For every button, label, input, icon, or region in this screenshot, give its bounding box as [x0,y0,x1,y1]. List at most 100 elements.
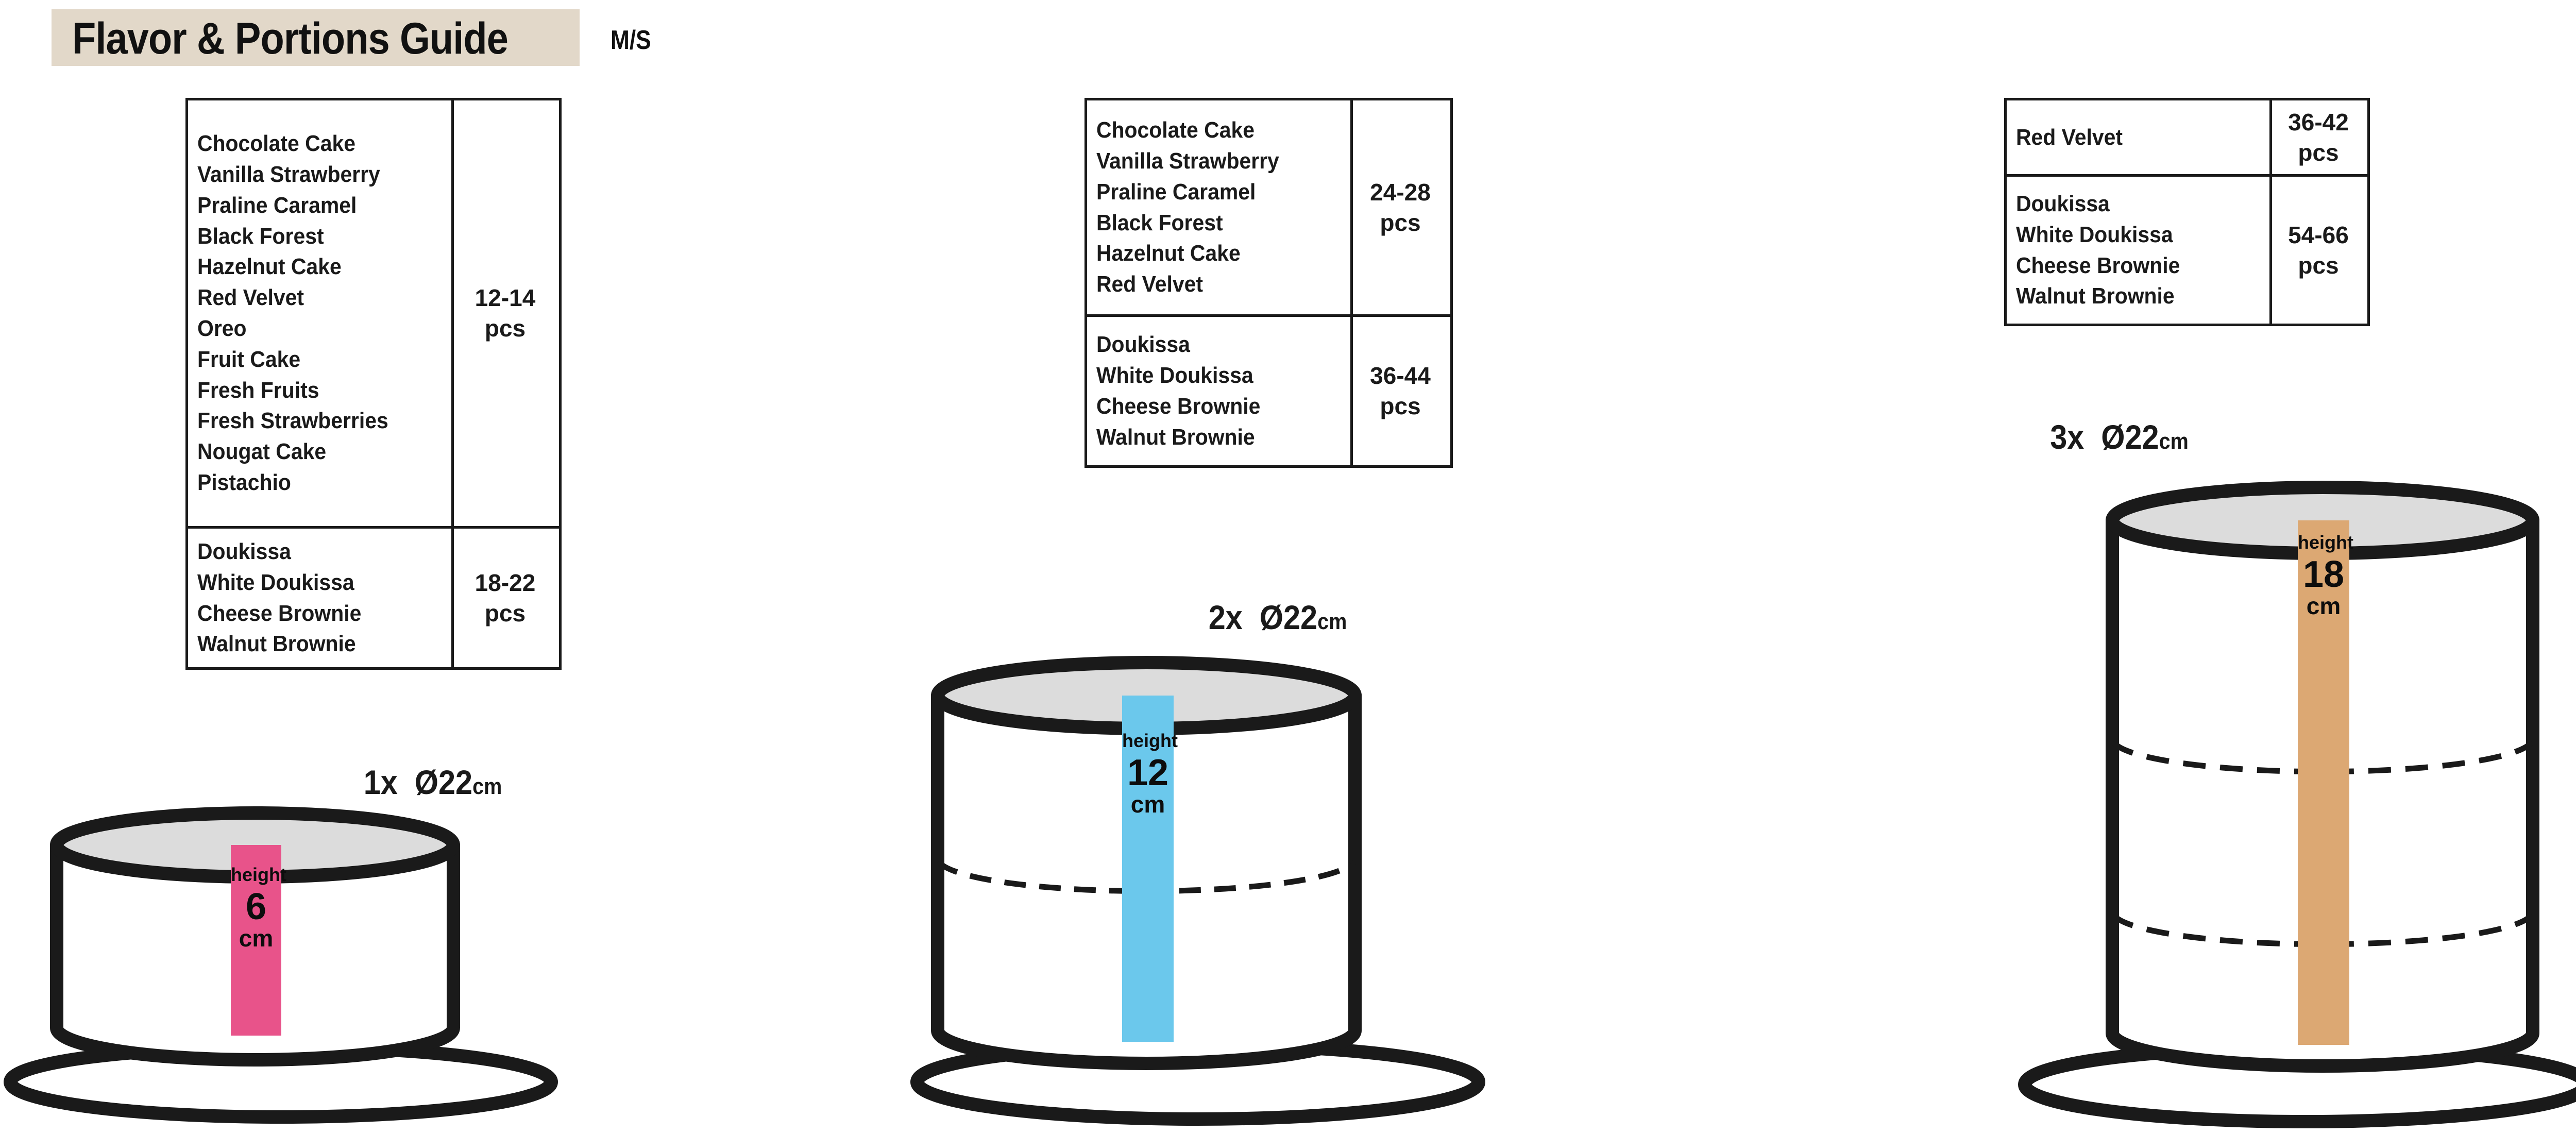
flavors-cell: Chocolate Cake Vanilla Strawberry Pralin… [1087,100,1353,314]
flavor-item: Cheese Brownie [1096,394,1261,419]
height-word: height [2298,532,2353,553]
flavor-item: Nougat Cake [197,439,327,465]
flavor-item: Vanilla Strawberry [1096,148,1279,174]
table-row: Red Velvet 36-42 pcs [2007,100,2367,174]
portions-range: 12-14 [474,284,536,312]
portion-table-medium: Chocolate Cake Vanilla Strawberry Pralin… [1084,98,1453,468]
height-value: 18 [2302,554,2345,595]
height-value: 12 [1127,752,1169,793]
portions-range: 54-66 [2288,221,2349,248]
flavor-item: Doukissa [2016,191,2110,216]
flavor-item: Hazelnut Cake [1096,241,1241,266]
flavor-item: White Doukissa [1096,363,1253,388]
height-label-group-3x: height 18 cm [2298,533,2353,619]
portions-range: 18-22 [474,569,536,596]
flavor-item: Oreo [197,316,247,341]
portion-table-small: Chocolate Cake Vanilla Strawberry Pralin… [185,98,562,670]
flavor-item: Cheese Brownie [197,600,362,626]
flavor-item: Doukissa [197,538,291,564]
flavor-item: Fresh Strawberries [197,408,388,434]
height-bar-2x [1122,696,1174,1042]
flavor-item: Walnut Brownie [1096,424,1255,450]
flavor-item: Red Velvet [1096,272,1203,297]
table-row: Chocolate Cake Vanilla Strawberry Pralin… [188,100,559,526]
cake-caption-1x: 1x Ø22cm [43,763,822,802]
flavor-item: Black Forest [1096,210,1223,235]
flavor-item: Walnut Brownie [2016,283,2175,309]
height-bar-3x [2298,520,2349,1045]
flavor-item: Chocolate Cake [197,131,356,157]
portions-range: 36-42 [2288,108,2349,136]
cake-layer-line [2111,740,2534,775]
cake-diameter-unit: cm [472,774,502,799]
flavor-item: Chocolate Cake [1096,117,1255,143]
table-row: Doukissa White Doukissa Cheese Brownie W… [1087,314,1450,465]
portions-cell: 36-44 pcs [1353,317,1448,465]
portions-cell: 24-28 pcs [1353,100,1448,314]
flavor-item: Walnut Brownie [197,631,356,657]
table-row: Chocolate Cake Vanilla Strawberry Pralin… [1087,100,1450,314]
portions-cell: 12-14 pcs [454,100,556,526]
flavor-item: Fruit Cake [197,346,301,372]
cake-diameter-unit: cm [1317,609,1347,634]
portions-unit: pcs [2298,139,2339,166]
flavors-cell: Doukissa White Doukissa Cheese Brownie W… [1087,317,1353,465]
flavor-item: Doukissa [1096,332,1190,358]
portions-range: 24-28 [1370,178,1431,206]
height-word: height [231,864,286,885]
cake-count-label: 2x [1208,598,1243,636]
flavors-cell: Doukissa White Doukissa Cheese Brownie W… [188,529,454,667]
flavor-item: Hazelnut Cake [197,254,342,280]
size-code-label: M/S [611,25,651,55]
portions-unit: pcs [1380,393,1421,419]
flavors-cell: Red Velvet [2007,100,2272,174]
cake-count-label: 3x [2050,418,2084,456]
cake-diagram-3x: 3x Ø22cm height 18 cm [1752,417,2576,1134]
height-label-group-1x: height 6 cm [231,866,286,952]
height-bar-1x [231,845,281,1036]
cake-diameter-label: Ø22 [414,763,473,801]
cake-diameter-label: Ø22 [1259,598,1318,636]
flavor-item: Black Forest [197,223,324,249]
cake-cylinder-3x [2018,481,2576,1128]
portions-cell: 18-22 pcs [454,529,556,667]
flavor-item: Praline Caramel [197,192,357,218]
flavor-item: Red Velvet [2016,124,2123,150]
height-label-group-2x: height 12 cm [1122,732,1178,817]
flavor-item: Praline Caramel [1096,179,1256,205]
page-title: Flavor & Portions Guide [72,14,509,63]
cake-diameter-label: Ø22 [2101,418,2159,456]
flavor-item: Red Velvet [197,285,304,311]
portions-unit: pcs [484,599,526,627]
cake-diagram-2x: 2x Ø22cm height 12 cm [907,598,1752,1134]
portion-table-large: Red Velvet 36-42 pcs Doukissa White Douk… [2004,98,2370,326]
cake-diagram-1x: 1x Ø22cm height 6 cm [0,763,866,1134]
height-unit: cm [2306,593,2341,619]
flavor-item: White Doukissa [2016,222,2173,247]
cake-count-label: 1x [363,763,398,801]
portions-unit: pcs [484,315,526,342]
flavor-item: White Doukissa [197,569,354,595]
flavors-cell: Doukissa White Doukissa Cheese Brownie W… [2007,177,2272,324]
flavor-item: Pistachio [197,470,291,496]
cake-cylinder-1x [4,806,558,1124]
portions-unit: pcs [2298,251,2339,279]
portions-unit: pcs [1380,209,1421,236]
cake-cylinder-2x [910,656,1485,1126]
height-value: 6 [245,886,267,927]
table-row: Doukissa White Doukissa Cheese Brownie W… [188,526,559,667]
portions-cell: 54-66 pcs [2272,177,2365,324]
height-unit: cm [239,925,274,952]
cake-caption-3x: 3x Ø22cm [1728,417,2510,456]
cake-diameter-unit: cm [2159,429,2189,454]
cake-layer-line [2111,912,2534,947]
flavor-item: Fresh Fruits [197,377,319,403]
portions-cell: 36-42 pcs [2272,100,2365,174]
table-row: Doukissa White Doukissa Cheese Brownie W… [2007,174,2367,324]
flavor-item: Vanilla Strawberry [197,161,380,187]
flavors-cell: Chocolate Cake Vanilla Strawberry Pralin… [188,100,454,526]
cake-caption-2x: 2x Ø22cm [897,598,1658,637]
portions-range: 36-44 [1370,362,1431,390]
flavor-item: Cheese Brownie [2016,252,2180,278]
